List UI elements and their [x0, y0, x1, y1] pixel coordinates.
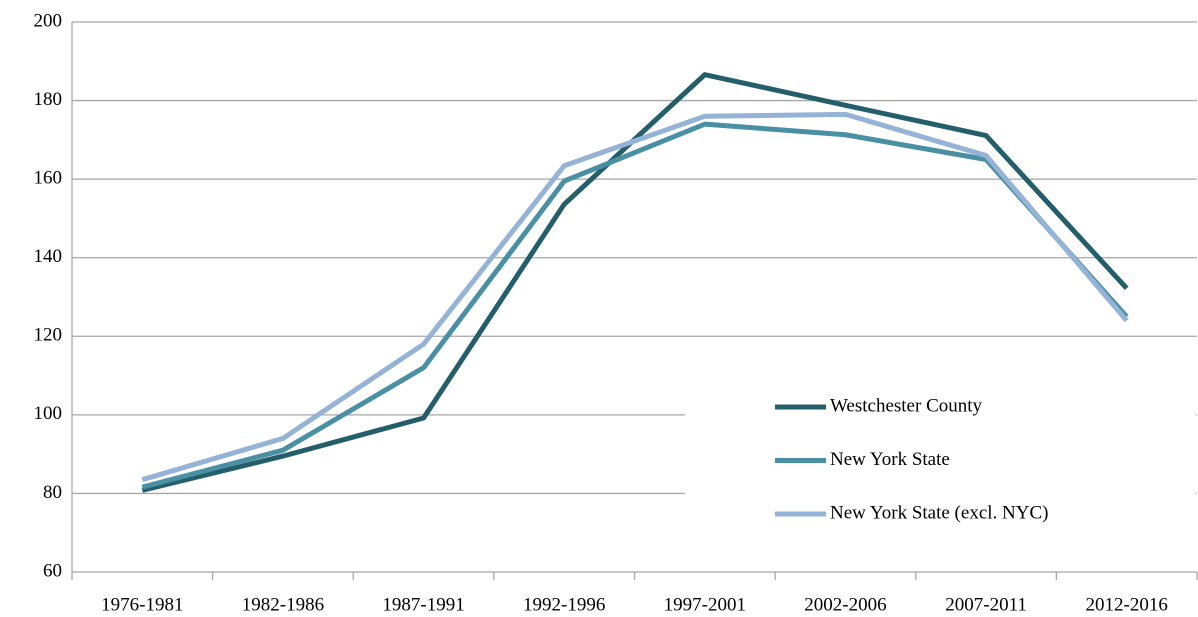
legend-box [685, 370, 1196, 550]
y-tick-label: 100 [34, 403, 63, 424]
legend-label: Westchester County [830, 395, 983, 416]
y-tick-label: 200 [34, 10, 63, 31]
y-tick-label: 80 [43, 482, 62, 503]
y-tick-label: 120 [34, 325, 63, 346]
y-tick-label: 160 [34, 168, 63, 189]
series-line [141, 111, 1129, 483]
legend-label: New York State (excl. NYC) [830, 502, 1048, 523]
legend-label: New York State [830, 449, 950, 470]
x-tick-label: 2007-2011 [945, 594, 1027, 615]
y-tick-label: 60 [43, 560, 62, 581]
x-tick-label: 1987-1991 [382, 594, 464, 615]
x-tick-label: 2002-2006 [804, 594, 886, 615]
y-tick-label: 180 [34, 89, 63, 110]
x-tick-label: 1997-2001 [664, 594, 746, 615]
x-tick-label: 2012-2016 [1086, 594, 1168, 615]
x-tick-label: 1982-1986 [242, 594, 324, 615]
y-tick-label: 140 [34, 246, 63, 267]
x-tick-label: 1992-1996 [523, 594, 605, 615]
series-line [141, 121, 1129, 490]
x-tick-label: 1976-1981 [101, 594, 183, 615]
